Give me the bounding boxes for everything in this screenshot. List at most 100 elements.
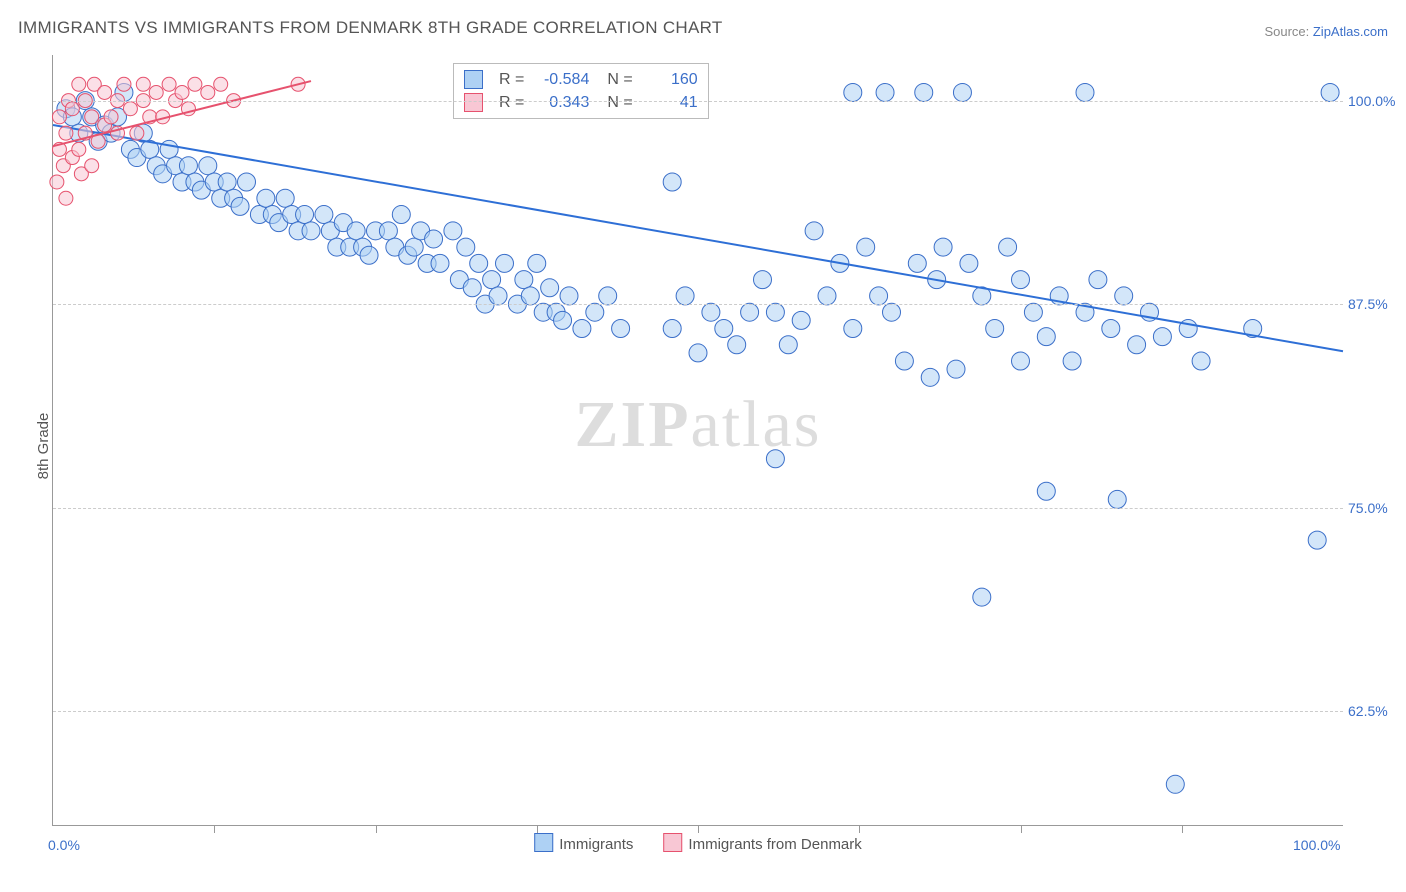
data-point [457, 238, 475, 256]
data-point [1321, 83, 1339, 101]
data-point [1166, 775, 1184, 793]
data-point [160, 140, 178, 158]
x-tick [376, 825, 377, 833]
data-point [754, 271, 772, 289]
data-point [573, 319, 591, 337]
data-point [85, 110, 99, 124]
data-point [302, 222, 320, 240]
data-point [1102, 319, 1120, 337]
gridline-h [53, 304, 1343, 305]
data-point [844, 319, 862, 337]
data-point [1115, 287, 1133, 305]
data-point [599, 287, 617, 305]
chart-title: IMMIGRANTS VS IMMIGRANTS FROM DENMARK 8T… [18, 18, 723, 38]
data-point [425, 230, 443, 248]
data-point [1037, 328, 1055, 346]
data-point [98, 85, 112, 99]
y-tick-label: 62.5% [1348, 703, 1403, 719]
stats-legend-box: R = -0.584 N = 160 R = 0.343 N = 41 [453, 63, 709, 119]
data-point [65, 102, 79, 116]
y-tick-label: 87.5% [1348, 296, 1403, 312]
data-point [238, 173, 256, 191]
data-point [554, 311, 572, 329]
data-point [85, 159, 99, 173]
source-credit: Source: ZipAtlas.com [1264, 24, 1388, 39]
stats-row: R = -0.584 N = 160 [464, 68, 698, 91]
data-point [857, 238, 875, 256]
stat-label: R = [499, 94, 524, 112]
gridline-h [53, 508, 1343, 509]
x-tick [698, 825, 699, 833]
data-point [470, 254, 488, 272]
data-point [214, 77, 228, 91]
legend-swatch [534, 833, 553, 852]
data-point [689, 344, 707, 362]
y-tick-label: 100.0% [1348, 93, 1403, 109]
data-point [59, 126, 73, 140]
data-point [1024, 303, 1042, 321]
data-point [586, 303, 604, 321]
data-point [612, 319, 630, 337]
stat-n-value: 160 [643, 71, 698, 89]
data-point [960, 254, 978, 272]
legend-label: Immigrants [559, 836, 633, 853]
data-point [895, 352, 913, 370]
x-tick-label: 100.0% [1293, 837, 1340, 853]
y-tick-label: 75.0% [1348, 500, 1403, 516]
stat-r-value: 0.343 [534, 94, 589, 112]
stat-r-value: -0.584 [534, 71, 589, 89]
data-point [117, 77, 131, 91]
plot-area: ZIPatlas R = -0.584 N = 160 R = 0.343 N … [52, 55, 1343, 826]
data-point [1012, 271, 1030, 289]
data-point [483, 271, 501, 289]
data-point [72, 142, 86, 156]
data-point [218, 173, 236, 191]
gridline-h [53, 101, 1343, 102]
source-link[interactable]: ZipAtlas.com [1313, 24, 1388, 39]
data-point [188, 77, 202, 91]
data-point [257, 189, 275, 207]
data-point [986, 319, 1004, 337]
data-point [741, 303, 759, 321]
data-point [162, 77, 176, 91]
y-axis-label: 8th Grade [35, 413, 52, 480]
data-point [876, 83, 894, 101]
data-point [199, 157, 217, 175]
data-point [541, 279, 559, 297]
stat-label: N = [607, 71, 632, 89]
data-point [231, 197, 249, 215]
data-point [276, 189, 294, 207]
x-tick [1182, 825, 1183, 833]
data-point [844, 83, 862, 101]
legend-bottom: Immigrants Immigrants from Denmark [534, 833, 862, 853]
legend-item: Immigrants from Denmark [663, 833, 861, 853]
data-point [676, 287, 694, 305]
data-point [973, 588, 991, 606]
x-tick [537, 825, 538, 833]
data-point [463, 279, 481, 297]
stats-swatch [464, 70, 483, 89]
data-point [347, 222, 365, 240]
data-point [431, 254, 449, 272]
data-point [1012, 352, 1030, 370]
data-point [1192, 352, 1210, 370]
data-point [921, 368, 939, 386]
x-tick [859, 825, 860, 833]
data-point [179, 157, 197, 175]
data-point [315, 206, 333, 224]
data-point [934, 238, 952, 256]
data-point [766, 450, 784, 468]
data-point [296, 206, 314, 224]
data-point [560, 287, 578, 305]
data-point [779, 336, 797, 354]
stat-label: R = [499, 71, 524, 89]
data-point [1153, 328, 1171, 346]
data-point [130, 126, 144, 140]
data-point [175, 85, 189, 99]
data-point [50, 175, 64, 189]
data-point [702, 303, 720, 321]
data-point [444, 222, 462, 240]
data-point [1308, 531, 1326, 549]
x-tick [214, 825, 215, 833]
scatter-svg [53, 55, 1343, 825]
